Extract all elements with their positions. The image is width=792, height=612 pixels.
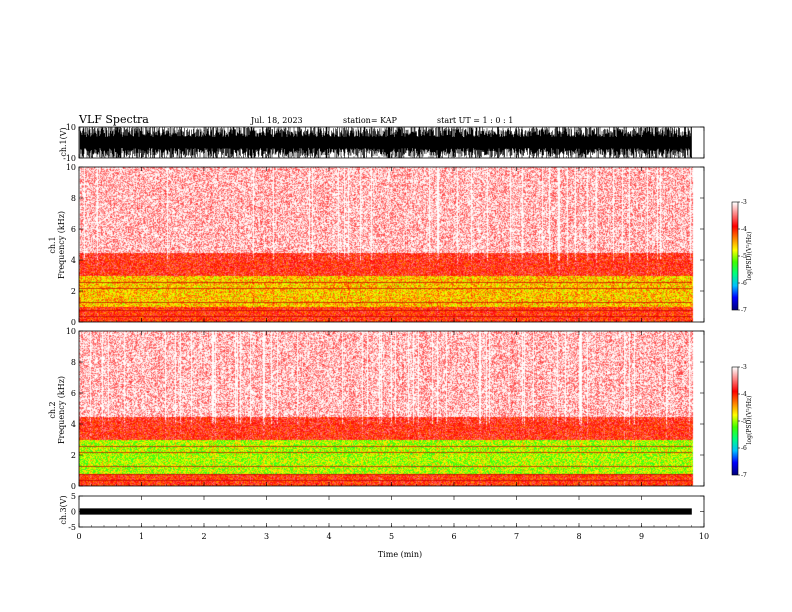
x-tick-label: 4	[326, 532, 331, 541]
colorbar-tick-label: -5	[741, 418, 747, 425]
colorbar-tick-label: -3	[741, 199, 747, 206]
y-tick-label: 0	[71, 482, 76, 491]
station-label: station= KAP	[343, 116, 398, 125]
y-tick-label: 4	[71, 420, 76, 429]
y-tick-label: 4	[71, 256, 76, 265]
ch1-frequency-label: Frequency (kHz)	[57, 211, 66, 279]
y-tick-label: 6	[71, 389, 76, 398]
start-time-label: start UT = 1 : 0 : 1	[437, 116, 513, 125]
y-tick-label: 10	[66, 123, 76, 132]
ch2-colorbar-label: log(PSD)(V²/Hz)	[746, 396, 753, 445]
x-tick-label: 10	[699, 532, 709, 541]
figure-title: VLF Spectra	[78, 113, 149, 126]
colorbar-tick-label: -4	[741, 391, 747, 398]
x-axis-label: Time (min)	[378, 550, 422, 559]
x-tick-label: 2	[201, 532, 206, 541]
ch1-spectrogram-channel-label: ch.1	[48, 236, 57, 253]
x-tick-label: 9	[639, 532, 644, 541]
y-tick-label: -5	[68, 523, 76, 532]
colorbar-tick-label: -7	[741, 307, 747, 314]
x-tick-label: 8	[576, 532, 581, 541]
colorbar-tick-label: -6	[741, 445, 747, 452]
y-tick-label: 10	[66, 163, 76, 172]
waveform-trace	[79, 508, 692, 515]
x-tick-label: 5	[389, 532, 394, 541]
ch1-colorbar-label: log(PSD)(V²/Hz)	[746, 232, 753, 281]
y-tick-label: 0	[71, 508, 76, 517]
ch2-spectrogram-panel	[79, 331, 704, 486]
ch2-spectrogram-image	[79, 331, 704, 486]
ch1-colorbar: -3 -4 -5 -6 -7	[731, 199, 747, 314]
ch1-spectrogram-panel	[79, 167, 704, 322]
ch2-colorbar: -3 -4 -5 -6 -7	[731, 364, 747, 479]
ch2-colorbar-image	[732, 367, 738, 475]
colorbar-tick-label: -3	[741, 364, 747, 371]
colorbar-tick-label: -6	[741, 280, 747, 287]
ch1-colorbar-image	[732, 202, 738, 310]
y-tick-label: 2	[71, 451, 76, 460]
colorbar-tick-label: -5	[741, 253, 747, 260]
x-tick-label: 1	[139, 532, 144, 541]
y-tick-label: 2	[71, 287, 76, 296]
ch1-spectrogram-image	[79, 167, 704, 322]
y-tick-label: 8	[71, 358, 76, 367]
colorbar-tick-label: -4	[741, 226, 747, 233]
y-tick-label: -10	[63, 154, 76, 163]
y-tick-label: 8	[71, 194, 76, 203]
colorbar-tick-label: -7	[741, 472, 747, 479]
ch1-waveform-panel: 10 -10	[63, 123, 704, 163]
x-tick-label: 6	[451, 532, 456, 541]
ch2-frequency-label: Frequency (kHz)	[57, 376, 66, 444]
ch2-spectrogram-channel-label: ch.2	[48, 401, 57, 418]
y-tick-label: 6	[71, 225, 76, 234]
x-tick-label: 7	[514, 532, 519, 541]
ch3-waveform-panel: 5 0 -5	[68, 492, 704, 532]
y-tick-label: 10	[66, 327, 76, 336]
date-label: Jul. 18, 2023	[250, 116, 303, 125]
x-tick-label: 3	[264, 532, 269, 541]
ch1-waveform-ylabel: ch.1(V)	[59, 127, 68, 156]
waveform-trace	[79, 127, 692, 158]
y-tick-label: 5	[71, 492, 76, 501]
x-tick-label: 0	[76, 532, 81, 541]
y-tick-label: 0	[71, 318, 76, 327]
ch3-waveform-ylabel: ch.3(V)	[59, 495, 68, 524]
